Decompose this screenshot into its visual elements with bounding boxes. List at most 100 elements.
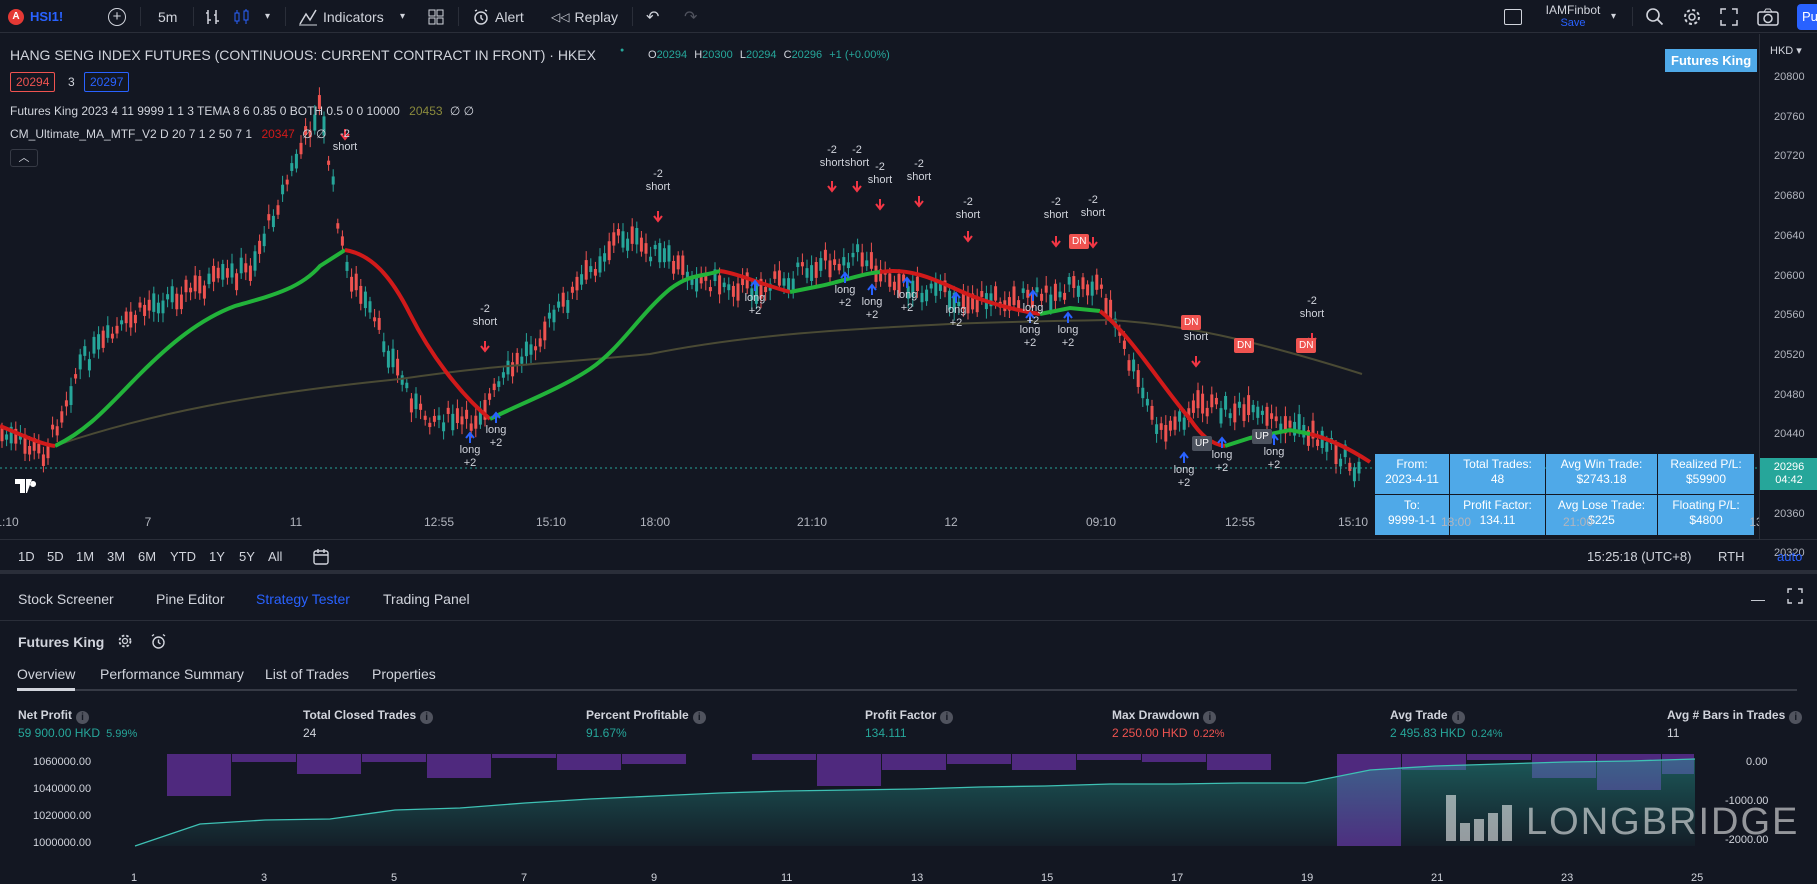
short-arrow-icon <box>852 181 862 193</box>
chevron-up-icon: ︿ <box>18 152 30 164</box>
signal-text: short <box>332 141 358 153</box>
candle-body <box>179 294 183 310</box>
collapse-legend-button[interactable]: ︿ <box>10 149 38 167</box>
range-button-1d[interactable]: 1D <box>18 549 35 564</box>
redo-button[interactable]: ↷ <box>684 0 697 33</box>
stats-to-value: 9999-1-1 <box>1387 513 1437 527</box>
redo-icon: ↷ <box>684 8 698 26</box>
candle-body <box>690 279 694 285</box>
replay-button[interactable]: ◁◁ Replay <box>551 0 618 33</box>
range-button-all[interactable]: All <box>268 549 283 564</box>
info-icon[interactable]: i <box>940 711 954 724</box>
search-button[interactable] <box>1645 0 1665 33</box>
equity-x-label: 11 <box>781 872 793 884</box>
panel-tab-stock-screener[interactable]: Stock Screener <box>18 591 114 607</box>
time-label: 15:10 <box>1337 515 1369 529</box>
undo-button[interactable]: ↶ <box>646 0 659 33</box>
candle-body <box>5 434 9 440</box>
info-icon[interactable]: i <box>1203 711 1217 724</box>
candle-body <box>345 261 349 271</box>
range-button-5y[interactable]: 5Y <box>239 549 255 564</box>
candle-body <box>78 354 82 370</box>
price-label: 20680 <box>1774 190 1805 203</box>
short-arrow-icon <box>1051 236 1061 248</box>
candle-body <box>846 262 850 269</box>
sell-button[interactable]: 20294 <box>10 72 56 92</box>
candle-body <box>1063 292 1067 300</box>
strategy-alert-button[interactable] <box>150 633 167 655</box>
ma-line-red-1 <box>0 424 56 448</box>
symbol-title[interactable]: HANG SENG INDEX FUTURES (CONTINUOUS: CUR… <box>10 47 596 63</box>
info-icon[interactable]: i <box>692 711 706 724</box>
signal-text: -2 <box>852 144 862 156</box>
layout-button[interactable] <box>427 0 445 33</box>
price-axis[interactable]: HKD ▾ 20800 20760 20720 20680 20640 20600 2056… <box>1759 34 1817 559</box>
candle-body <box>1058 291 1062 298</box>
range-button-3m[interactable]: 3M <box>107 549 126 564</box>
candle-body <box>948 290 952 310</box>
info-icon[interactable]: i <box>420 711 434 724</box>
short-arrow-icon <box>1191 356 1201 368</box>
stats-avg-win-cell: Avg Win Trade: $2743.18 <box>1546 454 1657 494</box>
range-button-1m[interactable]: 1M <box>76 549 95 564</box>
subtab-overview[interactable]: Overview <box>17 666 76 682</box>
indicator-2-legend[interactable]: CM_Ultimate_MA_MTF_V2 D 20 7 1 2 50 7 1 … <box>10 127 326 141</box>
auto-scale-toggle[interactable]: auto <box>1777 549 1803 564</box>
candle-body <box>805 268 809 278</box>
price-chart-canvas[interactable] <box>0 34 1759 505</box>
indicators-button[interactable]: Indicators <box>298 0 384 33</box>
candle-body <box>791 278 795 290</box>
user-save-area[interactable]: IAMFinbot Save <box>1538 3 1608 29</box>
equity-right-label: -2000.00 <box>1725 834 1769 846</box>
time-axis[interactable]: 1:10 7 11 12:55 15:10 18:00 21:10 12 09:10 12:55 1… <box>0 505 1763 539</box>
range-button-ytd[interactable]: YTD <box>170 549 196 564</box>
settings-button[interactable] <box>1682 0 1702 33</box>
go-to-date-button[interactable] <box>312 548 330 571</box>
subtab-list-of-trades[interactable]: List of Trades <box>265 666 350 682</box>
info-icon[interactable]: i <box>1451 711 1465 724</box>
layout-select-checkbox[interactable] <box>1504 0 1522 33</box>
fullscreen-button[interactable] <box>1720 0 1738 33</box>
compare-button[interactable]: + <box>108 0 126 33</box>
signal-text: +2 <box>748 305 762 317</box>
range-button-5d[interactable]: 5D <box>47 549 64 564</box>
indicator-1-legend[interactable]: Futures King 2023 4 11 9999 1 1 3 TEMA 8… <box>10 104 474 118</box>
maximize-panel-button[interactable] <box>1786 587 1804 610</box>
publish-button[interactable]: Pu <box>1797 4 1817 30</box>
main-chart[interactable]: Futures King From: 2023-4-11 Total Trades… <box>0 34 1817 539</box>
panel-tab-trading-panel[interactable]: Trading Panel <box>383 591 470 607</box>
alert-button[interactable]: Alert <box>472 0 524 33</box>
bar-style-button[interactable] <box>205 0 221 33</box>
equity-chart[interactable] <box>0 754 1817 884</box>
candle-body <box>478 408 482 425</box>
subtab-properties[interactable]: Properties <box>372 666 436 682</box>
panel-tab-pine-editor[interactable]: Pine Editor <box>156 591 225 607</box>
info-icon[interactable]: i <box>76 711 89 724</box>
candles-button[interactable] <box>233 0 251 33</box>
candle-body <box>607 241 611 261</box>
minimize-panel-button[interactable]: — <box>1751 591 1765 607</box>
snapshot-button[interactable] <box>1757 0 1779 33</box>
range-button-6m[interactable]: 6M <box>138 549 157 564</box>
candle-body <box>1178 411 1182 422</box>
symbol-search[interactable]: A HSI1! <box>8 0 63 33</box>
panel-tab-strategy-tester[interactable]: Strategy Tester <box>256 591 350 607</box>
layout-dropdown[interactable]: ▾ <box>1611 0 1616 33</box>
strategy-settings-button[interactable] <box>117 633 133 654</box>
currency-selector[interactable]: HKD ▾ <box>1770 45 1802 57</box>
chart-type-dropdown[interactable]: ▾ <box>265 0 270 33</box>
range-button-1y[interactable]: 1Y <box>209 549 225 564</box>
candle-body <box>1196 390 1200 409</box>
buy-button[interactable]: 20297 <box>84 72 130 92</box>
subtab-performance-summary[interactable]: Performance Summary <box>100 666 244 682</box>
indicators-dropdown[interactable]: ▾ <box>400 0 405 33</box>
candle-body <box>327 160 331 165</box>
info-icon[interactable]: i <box>1789 711 1803 724</box>
candle-body <box>235 273 239 291</box>
session-toggle[interactable]: RTH <box>1718 549 1745 564</box>
interval-button[interactable]: 5m <box>158 0 177 33</box>
price-label: 20320 <box>1774 547 1805 560</box>
clock-display[interactable]: 15:25:18 (UTC+8) <box>1587 549 1692 564</box>
